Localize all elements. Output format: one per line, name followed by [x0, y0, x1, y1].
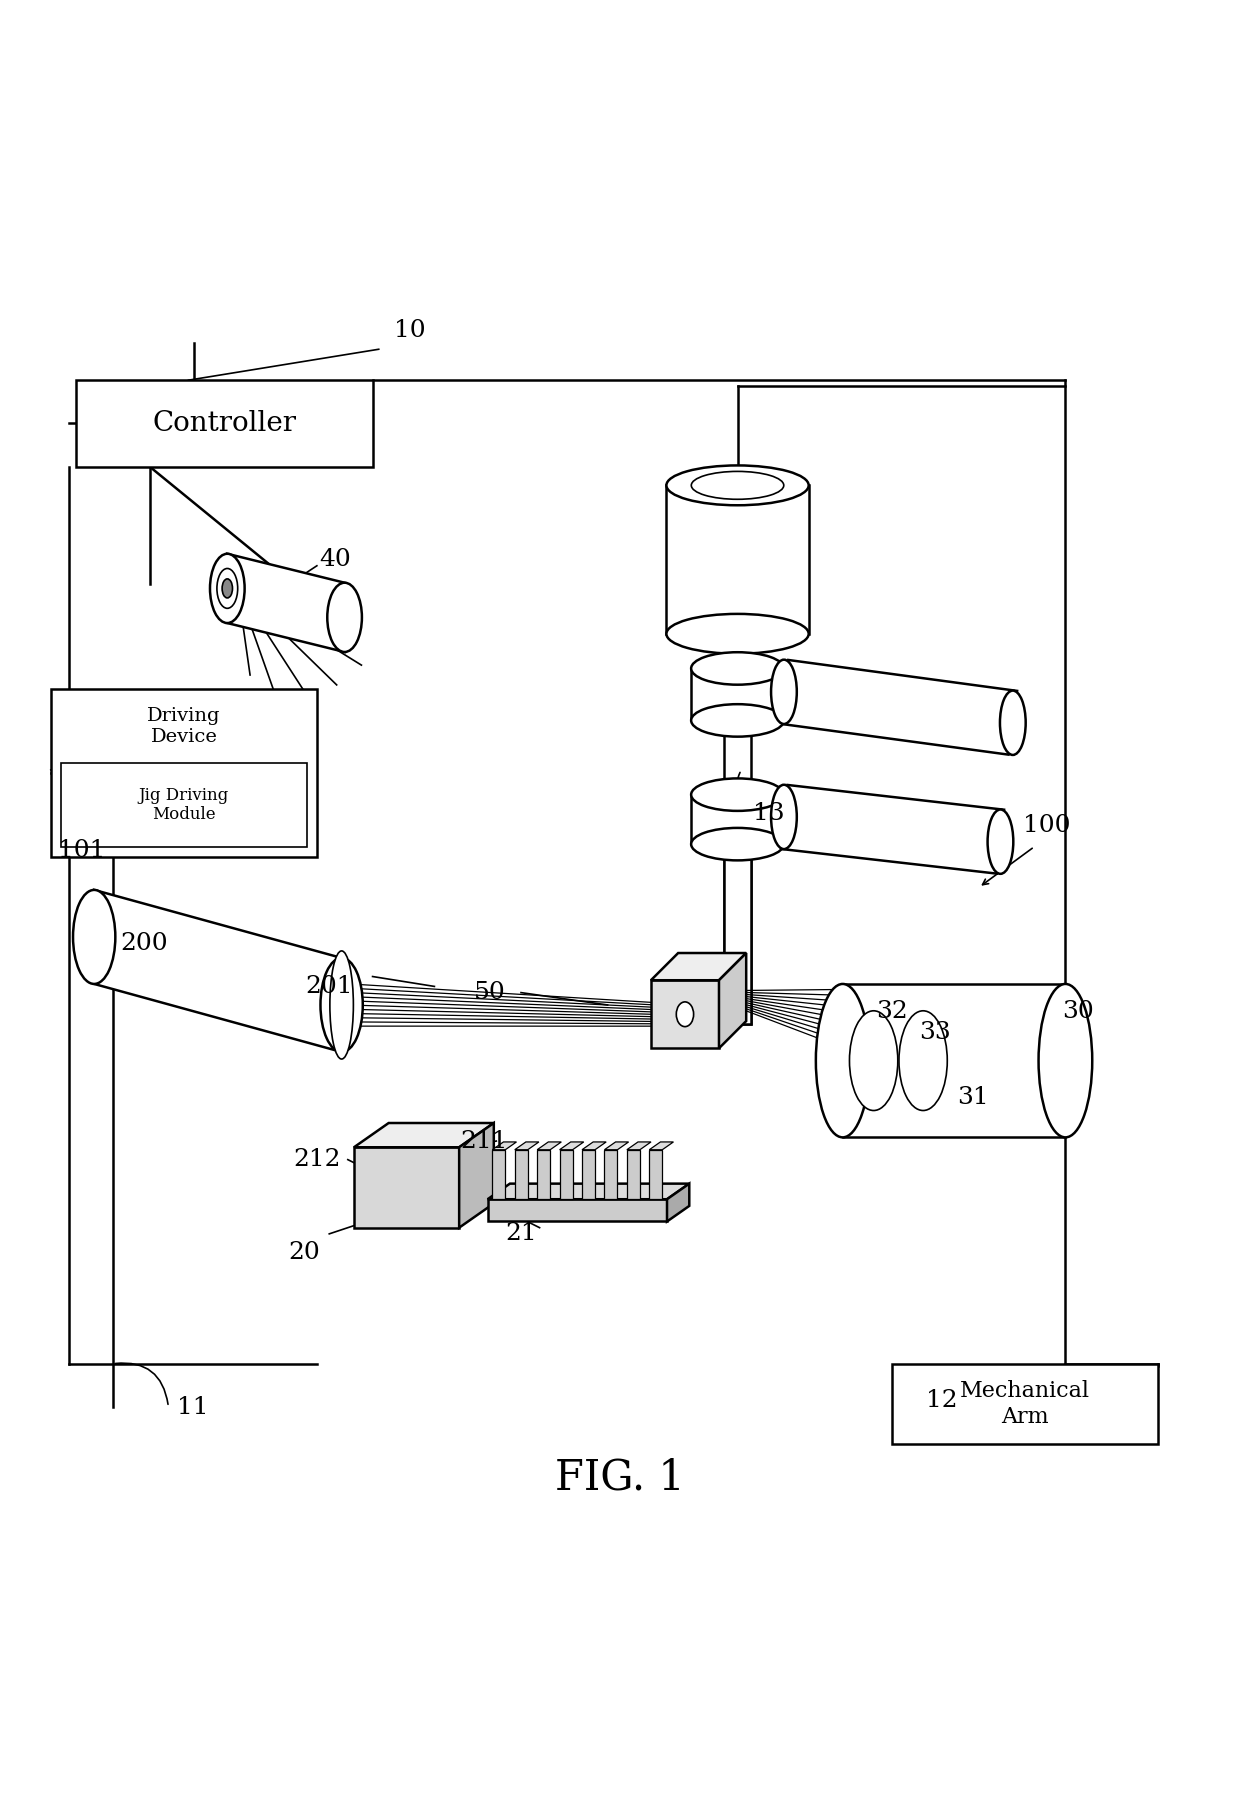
Text: 40: 40 [320, 547, 351, 571]
Ellipse shape [899, 1011, 947, 1111]
Ellipse shape [691, 779, 784, 812]
FancyBboxPatch shape [61, 763, 308, 846]
Ellipse shape [666, 614, 808, 654]
Polygon shape [627, 1151, 640, 1200]
Polygon shape [459, 1123, 494, 1229]
Ellipse shape [987, 810, 1013, 873]
Polygon shape [719, 953, 746, 1049]
Text: 100: 100 [1023, 814, 1070, 837]
Polygon shape [651, 980, 719, 1049]
Ellipse shape [691, 705, 784, 737]
Polygon shape [666, 486, 808, 634]
Polygon shape [492, 1151, 506, 1200]
Text: 32: 32 [877, 1000, 908, 1022]
Text: 212: 212 [293, 1149, 341, 1171]
Ellipse shape [999, 690, 1025, 756]
Polygon shape [691, 795, 784, 844]
Polygon shape [780, 660, 1017, 754]
Text: 50: 50 [474, 980, 506, 1004]
Polygon shape [843, 984, 1065, 1138]
Text: 12: 12 [926, 1390, 957, 1412]
Ellipse shape [691, 828, 784, 861]
Ellipse shape [666, 466, 808, 506]
Text: 20: 20 [289, 1241, 320, 1265]
Polygon shape [537, 1142, 562, 1151]
Ellipse shape [210, 554, 244, 623]
Text: 201: 201 [305, 975, 353, 998]
Text: 33: 33 [920, 1020, 951, 1044]
Text: 101: 101 [58, 839, 105, 863]
Polygon shape [227, 554, 345, 652]
Ellipse shape [691, 652, 784, 685]
Polygon shape [353, 1147, 459, 1229]
Text: Controller: Controller [153, 410, 296, 437]
Ellipse shape [217, 569, 238, 609]
FancyBboxPatch shape [51, 690, 317, 857]
Ellipse shape [771, 785, 797, 850]
Polygon shape [724, 844, 751, 1024]
Polygon shape [487, 1200, 667, 1221]
Text: FIG. 1: FIG. 1 [556, 1457, 684, 1499]
Polygon shape [492, 1142, 517, 1151]
Ellipse shape [849, 1011, 898, 1111]
Text: Jig Driving
Module: Jig Driving Module [139, 786, 229, 823]
Text: 13: 13 [753, 801, 784, 824]
Polygon shape [724, 634, 751, 1024]
Text: 30: 30 [1061, 1000, 1094, 1022]
Text: 211: 211 [460, 1129, 507, 1152]
Polygon shape [604, 1142, 629, 1151]
Polygon shape [559, 1142, 584, 1151]
Polygon shape [559, 1151, 573, 1200]
Polygon shape [667, 1183, 689, 1221]
Ellipse shape [327, 583, 362, 652]
Text: Driving
Device: Driving Device [148, 707, 221, 745]
Polygon shape [487, 1183, 689, 1200]
Ellipse shape [1039, 984, 1092, 1138]
Ellipse shape [691, 471, 784, 500]
Text: 21: 21 [505, 1223, 537, 1245]
Text: Mechanical
Arm: Mechanical Arm [960, 1381, 1090, 1428]
Polygon shape [650, 1151, 662, 1200]
Polygon shape [627, 1142, 651, 1151]
Polygon shape [515, 1142, 539, 1151]
Polygon shape [651, 953, 746, 980]
Ellipse shape [330, 951, 353, 1058]
Ellipse shape [73, 890, 115, 984]
Polygon shape [582, 1151, 595, 1200]
Ellipse shape [320, 959, 363, 1053]
Polygon shape [650, 1142, 673, 1151]
Polygon shape [604, 1151, 618, 1200]
Polygon shape [537, 1151, 551, 1200]
Polygon shape [582, 1142, 606, 1151]
Polygon shape [515, 1151, 528, 1200]
FancyBboxPatch shape [893, 1364, 1158, 1444]
Ellipse shape [676, 1002, 693, 1027]
Polygon shape [691, 669, 784, 721]
Ellipse shape [771, 660, 797, 725]
Polygon shape [353, 1123, 494, 1147]
Polygon shape [94, 890, 342, 1053]
Text: 10: 10 [394, 319, 425, 342]
Ellipse shape [816, 984, 869, 1138]
Text: 200: 200 [120, 931, 167, 955]
Text: 11: 11 [177, 1395, 208, 1419]
Text: 31: 31 [957, 1085, 988, 1109]
Polygon shape [780, 785, 1004, 873]
FancyBboxPatch shape [76, 381, 372, 467]
Ellipse shape [222, 578, 233, 598]
